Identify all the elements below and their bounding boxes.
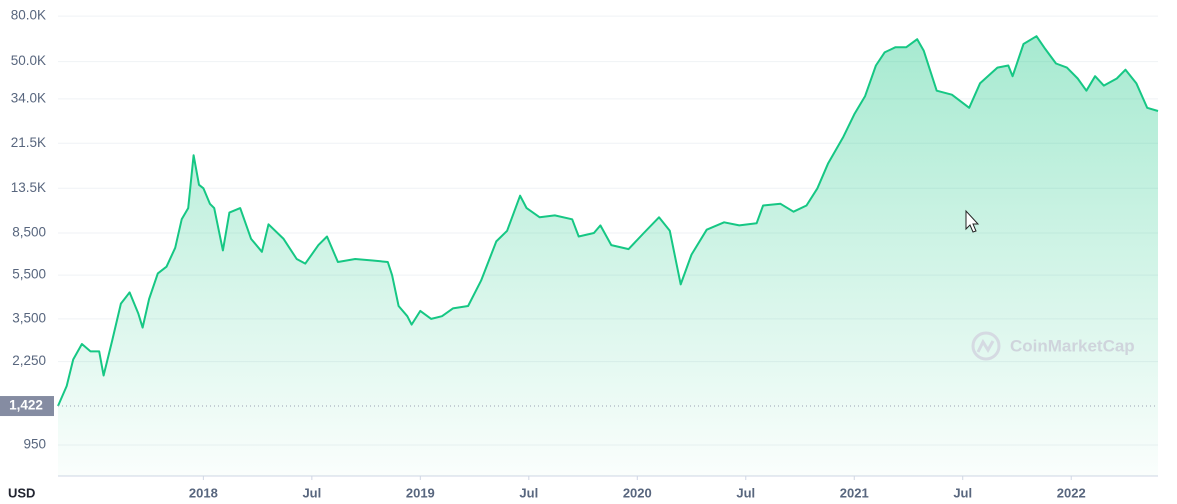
start-price-label: 1,422: [9, 398, 43, 413]
watermark: CoinMarketCap: [971, 331, 1135, 361]
y-tick-label: 50.0K: [11, 53, 46, 68]
start-price-box: [0, 396, 54, 417]
x-tick-label: 2022: [1057, 485, 1086, 500]
x-tick-label: Jul: [302, 485, 321, 500]
x-tick-label: Jul: [519, 485, 538, 500]
x-tick-label: 2018: [189, 485, 218, 500]
labels: 950 2,250 3,500 5,500 8,500 13.5K 21.5K 34.0K 50…: [0, 8, 1086, 500]
y-tick-label: 8,500: [12, 225, 46, 240]
x-tick-label: 2021: [840, 485, 869, 500]
x-tick-label: 2019: [406, 485, 435, 500]
price-area: [58, 36, 1158, 476]
price-line: [57, 35, 1159, 407]
y-tick-label: 34.0K: [11, 90, 46, 105]
y-tick-label: 13.5K: [11, 180, 46, 195]
plot: [57, 35, 1159, 476]
y-tick-label: 3,500: [12, 310, 46, 325]
watermark-logo: [971, 331, 1001, 361]
y-tick-label: 21.5K: [11, 135, 46, 150]
y-tick-label: 5,500: [12, 267, 46, 282]
x-tick-label: Jul: [953, 485, 972, 500]
y-axis-label: USD: [8, 485, 35, 500]
mouse-cursor: [965, 209, 980, 233]
x-tick-label: Jul: [736, 485, 755, 500]
y-tick-label: 2,250: [12, 353, 46, 368]
watermark-logo: [976, 338, 995, 353]
y-tick-label: 80.0K: [11, 8, 46, 23]
x-tick-label: 2020: [623, 485, 652, 500]
y-tick-label: 950: [23, 437, 46, 452]
watermark-text: CoinMarketCap: [1010, 336, 1135, 355]
